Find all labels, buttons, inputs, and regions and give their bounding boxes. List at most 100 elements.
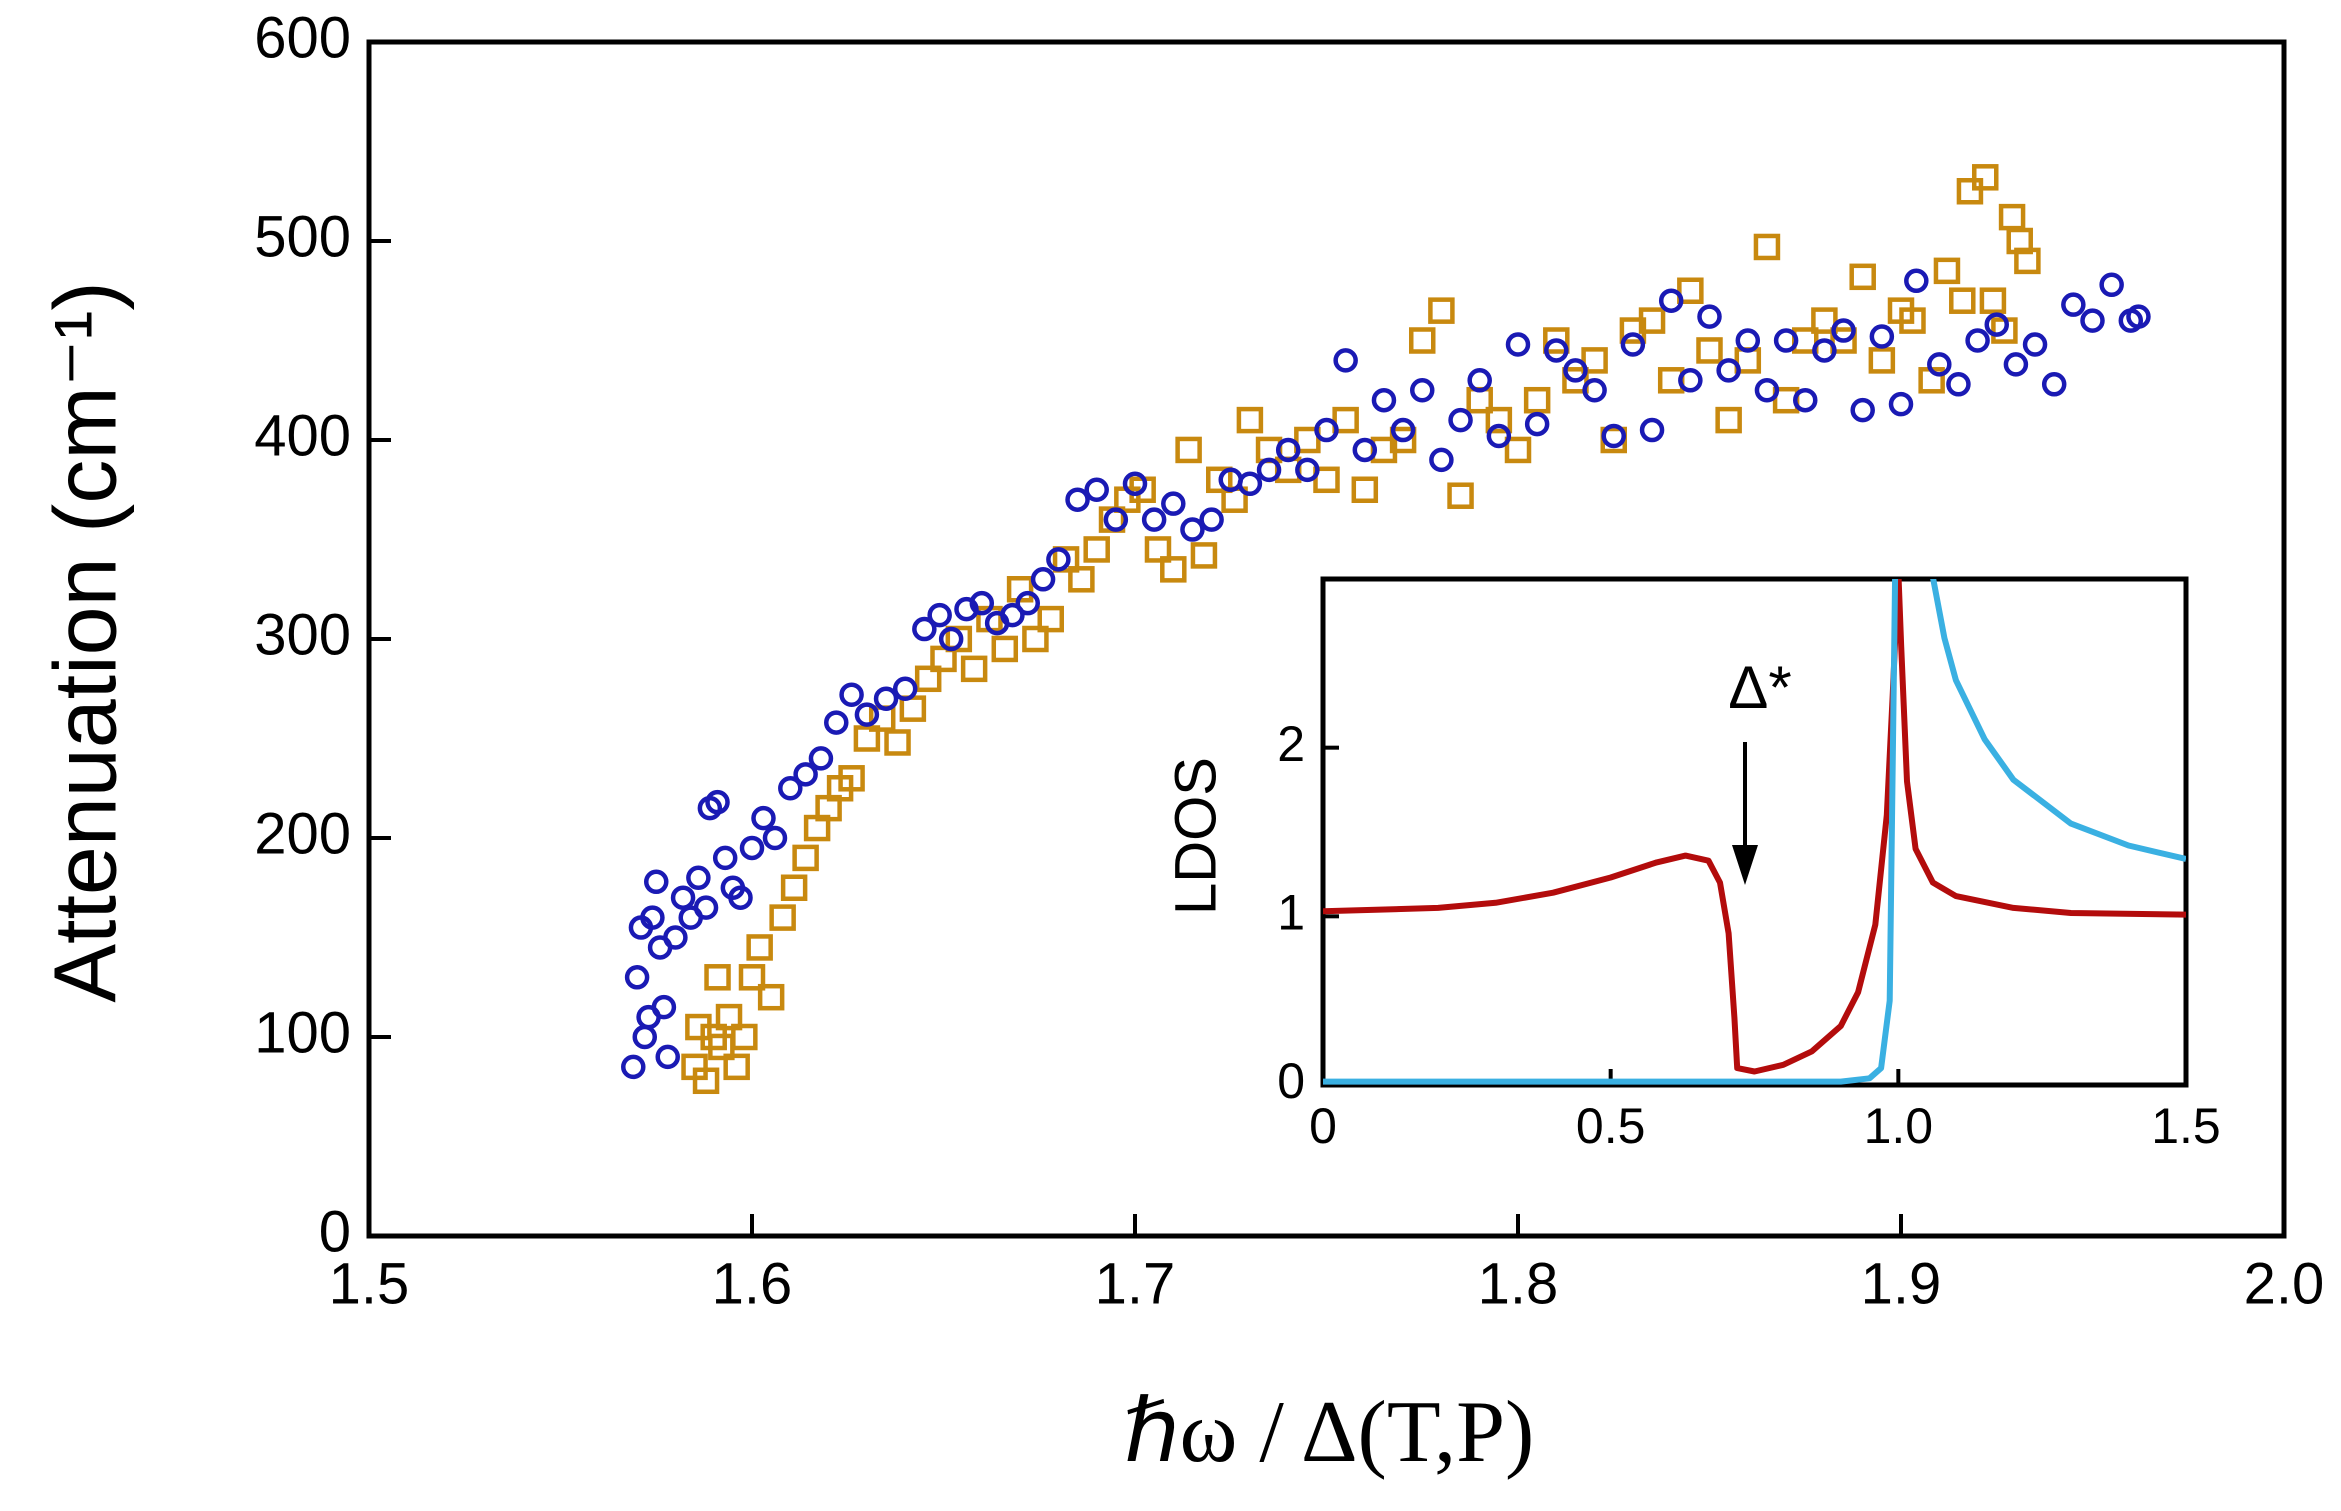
square-marker <box>1144 536 1172 563</box>
circle-marker <box>1084 477 1109 502</box>
circle-marker <box>1754 378 1780 403</box>
square-marker <box>1677 277 1704 304</box>
circle-marker <box>839 682 864 707</box>
square-marker <box>991 635 1019 663</box>
circle-marker <box>1448 407 1473 433</box>
circle-marker <box>1180 517 1205 542</box>
circle-marker <box>1161 491 1186 516</box>
circle-marker <box>640 905 665 930</box>
plot-frame <box>1320 576 2189 1088</box>
arrow-head <box>1732 845 1758 885</box>
square-marker <box>1949 287 1976 314</box>
circle-marker <box>1620 332 1646 357</box>
circle-marker <box>1678 368 1703 393</box>
circle-marker <box>663 925 688 950</box>
square-marker <box>757 983 785 1011</box>
circle-marker <box>912 616 937 642</box>
circle-marker <box>751 805 776 831</box>
square-marker <box>1409 327 1436 354</box>
circle-marker <box>1390 417 1416 443</box>
square-marker <box>1715 406 1742 434</box>
circle-marker <box>2061 292 2086 317</box>
square-marker <box>692 1067 720 1095</box>
y-axis-label: LDOS <box>1163 757 1228 915</box>
x-tick-label: 1.8 <box>1478 1252 1559 1317</box>
circle-marker <box>2126 304 2151 329</box>
square-marker <box>1313 466 1340 494</box>
circle-marker <box>2041 372 2067 397</box>
circle-marker <box>1371 387 1397 413</box>
circle-marker <box>1888 391 1914 417</box>
y-tick-label: 600 <box>254 5 351 70</box>
x-tick-label: 0.5 <box>1576 1098 1646 1154</box>
square-marker <box>769 904 796 931</box>
square-marker <box>1236 406 1264 434</box>
circle-marker <box>728 885 753 910</box>
circle-marker <box>1524 411 1550 437</box>
x-tick-label: 1.0 <box>1864 1098 1934 1154</box>
circle-marker <box>808 746 834 771</box>
circle-marker <box>1869 324 1895 349</box>
circle-marker <box>1697 304 1722 329</box>
circle-marker <box>762 825 788 851</box>
square-marker <box>1485 406 1513 434</box>
curve <box>1323 579 2186 1085</box>
circle-marker <box>1333 348 1358 373</box>
circle-marker <box>969 590 995 616</box>
square-marker <box>1899 307 1926 334</box>
square-marker <box>1753 233 1781 261</box>
x-tick-label: 0 <box>1309 1098 1337 1154</box>
square-marker <box>838 765 865 792</box>
circle-marker <box>2099 272 2124 298</box>
x-tick-label: 1.6 <box>712 1252 793 1317</box>
circle-marker <box>1122 471 1148 497</box>
square-marker <box>1543 327 1570 354</box>
circle-marker <box>1773 328 1799 353</box>
circle-marker <box>705 789 730 815</box>
square-marker <box>1389 426 1417 454</box>
square-marker <box>945 625 973 653</box>
circle-marker <box>624 965 650 990</box>
square-marker <box>884 729 911 756</box>
circle-marker <box>1352 437 1378 463</box>
square-marker <box>1638 307 1666 334</box>
square-marker <box>1933 257 1961 285</box>
annotation: Δ* <box>1728 654 1791 721</box>
square-marker <box>1581 347 1608 374</box>
circle-marker <box>644 869 669 895</box>
circle-marker <box>1850 397 1875 423</box>
circle-marker <box>1295 457 1320 483</box>
y-tick-label: 2 <box>1277 716 1305 772</box>
square-marker <box>1447 482 1474 509</box>
square-marker <box>1160 556 1187 583</box>
circle-marker <box>793 762 818 787</box>
circle-marker <box>1927 352 1952 377</box>
square-marker <box>1351 476 1379 503</box>
x-tick-label: 2.0 <box>2244 1252 2325 1317</box>
circle-marker <box>1237 471 1263 497</box>
square-marker <box>1979 287 2007 314</box>
y-tick-label: 500 <box>254 204 351 269</box>
circle-marker <box>1793 387 1818 413</box>
circle-marker <box>1582 378 1607 403</box>
square-marker <box>1562 367 1589 394</box>
circle-marker <box>927 602 952 628</box>
square-marker <box>1206 466 1233 494</box>
square-marker <box>1696 337 1723 364</box>
circle-marker <box>1984 312 2009 337</box>
circle-marker <box>712 845 738 871</box>
circle-marker <box>670 885 696 910</box>
circle-marker <box>1141 507 1167 532</box>
circle-marker <box>1965 328 1990 353</box>
square-marker <box>738 964 766 991</box>
circle-marker <box>1544 338 1569 363</box>
circle-marker <box>686 865 711 891</box>
x-tick-label: 1.9 <box>1861 1252 1942 1317</box>
square-marker <box>1083 536 1110 563</box>
square-marker <box>780 874 808 901</box>
square-marker <box>1868 347 1896 374</box>
circle-marker <box>739 835 765 861</box>
circle-marker <box>1658 288 1684 313</box>
circle-marker <box>1735 328 1761 353</box>
